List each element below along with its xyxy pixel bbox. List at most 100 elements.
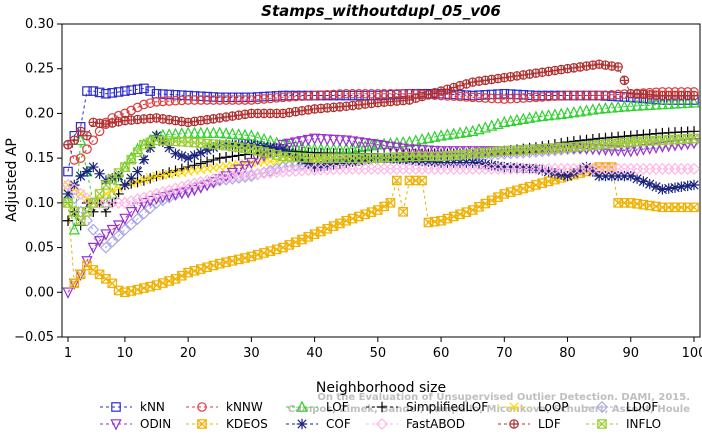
fastabod-point [194,176,207,189]
ldof-point [491,148,505,161]
inflo-point [189,137,200,148]
knnw-point [366,88,377,99]
knnw-point [88,135,99,146]
ldof-point [118,223,131,236]
lof-point [637,99,650,111]
cof-point [126,173,137,184]
cof-point [176,150,188,162]
knnw-point [569,90,579,101]
lof-point [195,126,207,138]
cof-point [467,157,478,168]
lof-point [530,110,542,122]
odin-point [169,189,182,201]
knnw-point [543,91,554,102]
knn-point [126,85,137,95]
knnw-point [512,93,522,104]
odin-point [334,135,346,147]
fastabod-point [201,174,214,187]
kdeos-point [373,205,383,215]
knnw-point [335,89,345,99]
odin-point [410,144,422,157]
odin-point [612,145,624,157]
legend-item-loop: LoOP [498,400,569,414]
legend-label-fastabod: FastABOD [406,417,465,431]
odin-point [233,164,245,176]
ldf-point [208,113,219,124]
odin-point [93,236,106,248]
ldf-point [613,62,623,72]
cof-point [258,141,270,152]
knn-point [259,91,269,102]
legend: kNN kNNW LOF SimplifiedLOF LoOP LDOF ODIN KDEOS… [100,400,661,431]
cof-point [94,168,105,179]
ldf-point [101,119,111,129]
ldf-point [189,116,200,127]
ldf-point [594,59,604,70]
kdeos-point [385,198,396,208]
knn-point [252,92,263,102]
lof-point [555,107,567,119]
ldf-point [158,113,168,124]
simplifiedlof-point [62,215,74,226]
lof-point [580,104,593,116]
ldf-point [505,71,516,82]
legend-marker-odin [110,419,122,431]
lof-point [682,96,694,108]
lof-point [233,128,245,140]
odin-point [422,145,435,157]
knn-point [164,89,174,100]
odin-point [663,141,675,153]
legend-label-ldf: LDF [538,417,561,431]
knn-point [145,86,156,96]
knnw-point [303,91,314,101]
knnw-point [606,90,617,100]
knnw-point [151,97,162,107]
cof-point [359,154,371,166]
kdeos-point [474,201,484,212]
ldof-point [276,161,290,174]
ldf-point [569,63,579,73]
knnw-point [202,95,212,105]
cof-point [81,166,93,177]
odin-point [138,198,150,210]
simplifiedlof-point [201,156,213,167]
ldf-point [177,116,187,127]
kdeos-point [177,270,187,281]
inflo-point [75,215,86,226]
x-tick-label: 60 [433,346,450,361]
watermark-line-2: On the Evaluation of Unsupervised Outlie… [317,392,690,403]
knnw-point [328,89,339,100]
fastabod-point [226,170,239,183]
legend-marker-knn [111,402,121,412]
lof-point [448,127,460,139]
cof-point [435,157,447,168]
ldf-point [151,113,162,123]
lof-point [226,127,239,139]
fastabod-point [220,171,233,184]
cof-point [454,157,466,168]
lof-point [492,117,504,129]
lof-point [606,101,618,113]
cof-point [347,156,358,167]
knnw-point [493,93,503,104]
knnw-point [461,92,472,102]
knn-point [158,89,168,99]
y-tick-label: 0.20 [25,106,54,121]
lof-point [429,130,441,142]
odin-point [176,188,188,200]
ldf-point [543,66,554,77]
inflo-point [392,152,402,162]
cof-point [644,178,655,190]
knnw-point [290,91,301,102]
ldf-point [221,112,231,122]
lof-point [220,127,232,139]
odin-point [125,207,137,219]
fastabod-point [61,178,75,192]
cof-point [189,150,200,161]
ldf-point [183,117,193,128]
ldof-point [112,229,125,242]
cof-point [296,154,308,166]
knnw-point [259,94,269,104]
ldf-point [82,130,92,141]
odin-point [644,143,656,155]
